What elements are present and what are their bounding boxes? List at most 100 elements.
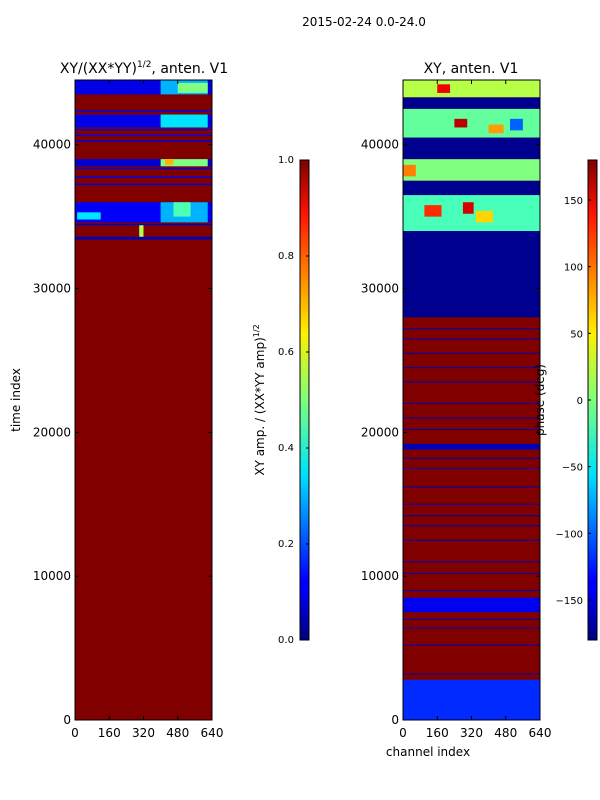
panel-phase: XY, anten. V1 0 160 320 480 640 0 10000 20000 3…: [361, 61, 552, 759]
colorbar-phase: phase (deg) 150 100 50 0 −50 −100 −150: [533, 159, 598, 641]
heatmap-band: [75, 223, 212, 226]
panel2-xlabel: channel index: [386, 745, 470, 759]
heatmap-line: [403, 618, 540, 620]
heatmap-patch: [177, 82, 208, 93]
heatmap-line: [403, 328, 540, 330]
x-tick-label: 320: [132, 726, 155, 740]
colorbar1-bar: [299, 159, 310, 641]
heatmap-band: [403, 443, 540, 450]
heatmap-patch: [454, 118, 468, 128]
x-tick-label: 160: [98, 726, 121, 740]
heatmap-line: [403, 590, 540, 592]
heatmap-patch: [488, 124, 504, 134]
y-tick-label: 20000: [33, 425, 71, 439]
y-tick-label: 10000: [361, 569, 399, 583]
figure-title: 2015-02-24 0.0-24.0: [302, 15, 426, 29]
colorbar-tick-label: 100: [564, 263, 583, 274]
x-tick-label: 480: [494, 726, 517, 740]
heatmap-band: [403, 679, 540, 720]
x-tick-label: 320: [460, 726, 483, 740]
heatmap-band: [75, 140, 212, 142]
x-tick-label: 480: [166, 726, 189, 740]
panel1-title: XY/(XX*YY)1/2, anten. V1: [60, 60, 228, 77]
heatmap-band: [403, 97, 540, 109]
colorbar1-label: XY amp. / (XX*YY amp)1/2: [252, 324, 267, 475]
x-tick-label: 640: [201, 726, 224, 740]
panel1-ylabel: time index: [9, 368, 23, 432]
panel1-heatmap: [75, 80, 212, 720]
colorbar-tick-label: 0.6: [278, 347, 294, 358]
heatmap-line: [403, 515, 540, 517]
y-tick-label: 40000: [361, 138, 399, 152]
y-tick-label: 40000: [33, 138, 71, 152]
heatmap-band: [75, 176, 212, 178]
panel2-yticks: 0 10000 20000 30000 40000: [361, 138, 540, 727]
x-tick-label: 0: [399, 726, 407, 740]
colorbar1-ticks: 0.0 0.2 0.4 0.6 0.8 1.0: [278, 155, 309, 646]
heatmap-patch: [173, 202, 191, 217]
heatmap-line: [403, 403, 540, 405]
panel1-yticks: 0 10000 20000 30000 40000: [33, 138, 212, 727]
heatmap-patch: [437, 84, 451, 93]
panel1-xticks: 0 160 320 480 640: [71, 80, 223, 740]
colorbar-tick-label: 0.8: [278, 251, 294, 262]
colorbar-tick-label: −150: [556, 596, 583, 607]
heatmap-patch: [403, 164, 416, 177]
y-tick-label: 30000: [33, 282, 71, 296]
x-tick-label: 160: [426, 726, 449, 740]
y-tick-label: 20000: [361, 425, 399, 439]
heatmap-line: [403, 467, 540, 469]
x-tick-label: 640: [529, 726, 552, 740]
heatmap-line: [403, 381, 540, 383]
heatmap-patch: [424, 205, 442, 217]
heatmap-patch: [77, 212, 101, 220]
heatmap-line: [403, 572, 540, 574]
colorbar-tick-label: 50: [570, 329, 583, 340]
y-tick-label: 0: [63, 713, 71, 727]
heatmap-band: [75, 134, 212, 137]
heatmap-band: [403, 137, 540, 160]
panel2-heatmap: [403, 80, 540, 720]
heatmap-line: [403, 486, 540, 488]
heatmap-band: [75, 183, 212, 185]
colorbar2-label: phase (deg): [533, 364, 547, 436]
heatmap-line: [403, 561, 540, 563]
heatmap-patch: [139, 225, 144, 237]
colorbar-tick-label: 0.0: [278, 635, 294, 646]
heatmap-patch: [160, 114, 208, 128]
panel2-title: XY, anten. V1: [424, 61, 519, 77]
x-tick-label: 0: [71, 726, 79, 740]
heatmap-band: [75, 167, 212, 170]
heatmap-patch: [462, 202, 474, 214]
panel2-xticks: 0 160 320 480 640: [399, 80, 551, 740]
colorbar-tick-label: 150: [564, 196, 583, 207]
heatmap-band: [75, 110, 212, 112]
heatmap-patch: [475, 210, 493, 223]
colorbar-tick-label: 0.4: [278, 443, 294, 454]
heatmap-band: [403, 231, 540, 318]
heatmap-patch: [510, 118, 523, 131]
colorbar-tick-label: 1.0: [278, 155, 294, 166]
heatmap-band: [75, 159, 212, 167]
heatmap-line: [403, 539, 540, 541]
heatmap-band: [75, 128, 212, 131]
heatmap-band: [75, 236, 212, 240]
colorbar-tick-label: 0.2: [278, 539, 294, 550]
heatmap-band: [403, 159, 540, 181]
colorbar-tick-label: 0: [577, 396, 583, 407]
heatmap-line: [403, 352, 540, 354]
heatmap-patch: [160, 159, 208, 167]
heatmap-line: [403, 627, 540, 629]
heatmap-line: [403, 367, 540, 369]
y-tick-label: 0: [391, 713, 399, 727]
y-tick-label: 10000: [33, 569, 71, 583]
colorbar2-ticks: 150 100 50 0 −50 −100 −150: [556, 196, 591, 607]
panel-amplitude: XY/(XX*YY)1/2, anten. V1 0 160 320 480 640 0…: [9, 60, 228, 740]
heatmap-line: [403, 457, 540, 459]
heatmap-patch: [164, 159, 174, 165]
heatmap-band: [403, 597, 540, 613]
heatmap-background: [75, 80, 212, 720]
colorbar-amplitude: 0.0 0.2 0.4 0.6 0.8 1.0 XY amp. / (XX*YY amp)…: [252, 155, 310, 646]
colorbar-tick-label: −50: [562, 463, 583, 474]
